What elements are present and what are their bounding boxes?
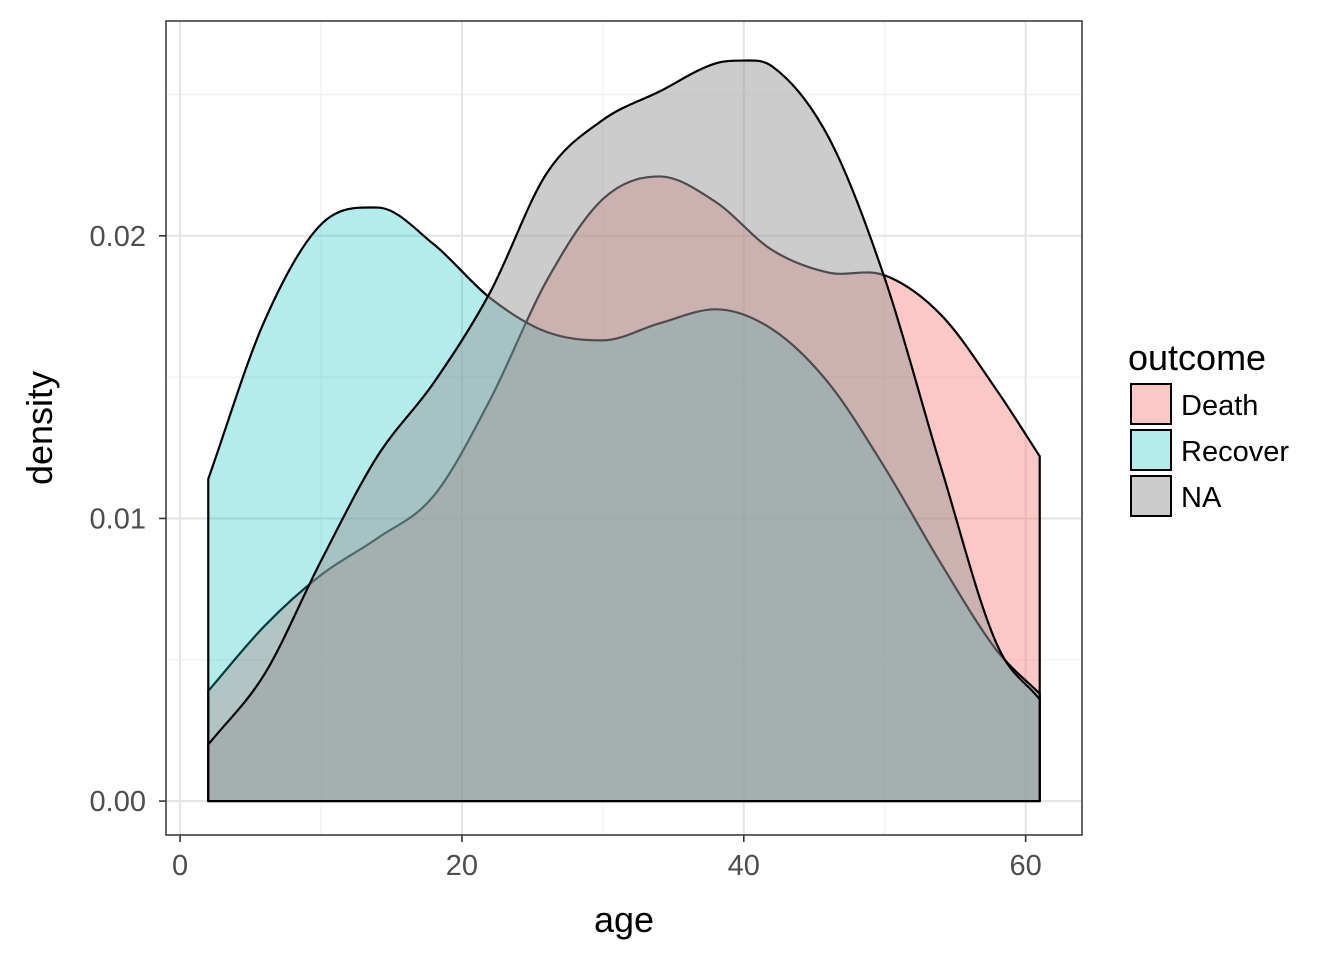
legend-title: outcome	[1128, 337, 1266, 378]
density-area-na	[207, 59, 1041, 803]
y-tick-label: 0.01	[90, 503, 146, 535]
legend-key-background	[1130, 383, 1172, 425]
legend-key-na	[1130, 475, 1172, 517]
legend-key-recover	[1130, 429, 1172, 471]
y-tick-label: 0.00	[90, 786, 146, 818]
x-tick-label: 20	[446, 850, 478, 882]
x-tick-label: 60	[1009, 850, 1041, 882]
legend-keys: Death Recover NA	[1130, 383, 1289, 517]
legend: outcome Death Recover NA	[1128, 337, 1289, 517]
y-axis: 0.00 0.01 0.02	[90, 221, 166, 818]
plot-border	[165, 20, 1083, 836]
x-axis-title: age	[594, 899, 654, 940]
legend-label: Death	[1181, 390, 1258, 422]
y-axis-title: density	[19, 371, 60, 485]
series-layer	[207, 59, 1041, 803]
y-tick-label: 0.02	[90, 221, 146, 253]
x-tick-label: 0	[172, 850, 188, 882]
legend-label: NA	[1181, 482, 1222, 514]
x-axis: 0 20 40 60	[172, 835, 1042, 882]
legend-label: Recover	[1181, 436, 1289, 468]
legend-key-death	[1130, 383, 1172, 425]
legend-key-background	[1130, 429, 1172, 471]
x-tick-label: 40	[728, 850, 760, 882]
